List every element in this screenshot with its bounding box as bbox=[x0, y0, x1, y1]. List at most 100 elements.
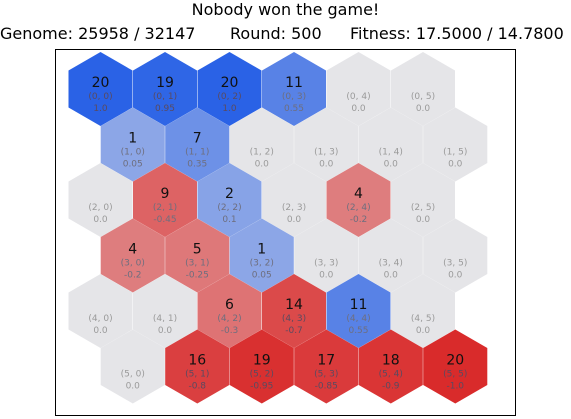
hex-value: 0.0 bbox=[158, 326, 173, 336]
hex-coord: (1, 0) bbox=[121, 148, 145, 158]
hex-tile bbox=[197, 52, 262, 126]
hex-tile bbox=[294, 218, 359, 293]
hex-tile bbox=[229, 218, 294, 293]
hex-count: 19 bbox=[156, 75, 174, 91]
game-result-title: Nobody won the game! bbox=[191, 0, 380, 19]
hex-value: -0.95 bbox=[250, 382, 273, 392]
hex-count: 20 bbox=[92, 75, 110, 91]
hex-cell: 17(5, 3) -0.85 bbox=[294, 329, 359, 404]
hex-count: 4 bbox=[354, 186, 363, 202]
hex-value: 1.0 bbox=[222, 104, 237, 114]
hex-count: 19 bbox=[253, 353, 271, 369]
hex-tile bbox=[100, 218, 165, 293]
hex-value: 0.0 bbox=[384, 160, 399, 170]
hex-value: 1.0 bbox=[93, 104, 108, 114]
hex-tile bbox=[100, 329, 165, 404]
hex-tile bbox=[358, 218, 423, 293]
hex-value: 0.05 bbox=[123, 160, 143, 170]
hex-tile bbox=[68, 52, 133, 126]
hex-coord: (3, 0) bbox=[121, 259, 145, 269]
hex-cell: (4, 1) 0.0 bbox=[133, 274, 197, 348]
hex-tile bbox=[165, 107, 230, 182]
hex-cell: 20(5, 5) -1.0 bbox=[423, 329, 488, 404]
hex-cell: (2, 3) 0.0 bbox=[262, 163, 326, 237]
hex-value: -0.7 bbox=[285, 326, 303, 336]
hex-value: 0.0 bbox=[384, 271, 399, 281]
hex-tile bbox=[294, 107, 359, 182]
hex-count: 11 bbox=[350, 297, 368, 313]
hex-cell: 20(0, 2) 1.0 bbox=[197, 52, 262, 126]
hex-coord: (4, 3) bbox=[282, 314, 306, 324]
hex-value: 0.0 bbox=[448, 160, 463, 170]
hex-coord: (0, 0) bbox=[88, 92, 112, 102]
hex-tile bbox=[100, 107, 165, 182]
hex-cell: 20(0, 0) 1.0 bbox=[68, 52, 133, 126]
hex-value: 0.55 bbox=[348, 326, 368, 336]
fitness-label: Fitness: 17.5000 / 14.7800 bbox=[350, 24, 564, 43]
hex-coord: (1, 1) bbox=[185, 148, 209, 158]
hex-value: -0.3 bbox=[221, 326, 239, 336]
hex-cell: (3, 3) 0.0 bbox=[294, 218, 359, 293]
hex-tile bbox=[68, 163, 133, 237]
hex-coord: (2, 3) bbox=[282, 203, 306, 213]
hex-coord: (3, 1) bbox=[185, 259, 209, 269]
hex-cell: (0, 4) 0.0 bbox=[326, 52, 391, 126]
hex-value: 0.0 bbox=[287, 215, 302, 225]
hex-coord: (1, 2) bbox=[250, 148, 274, 158]
hex-cell: 1(1, 0) 0.05 bbox=[100, 107, 165, 182]
hex-value: 0.0 bbox=[126, 382, 141, 392]
hex-coord: (0, 4) bbox=[346, 92, 370, 102]
hex-value: -0.8 bbox=[188, 382, 206, 392]
hex-coord: (1, 5) bbox=[443, 148, 467, 158]
hex-count: 7 bbox=[193, 131, 202, 147]
hex-cell: (1, 5) 0.0 bbox=[423, 107, 488, 182]
hex-cell: (2, 5) 0.0 bbox=[391, 163, 455, 237]
hex-count: 1 bbox=[128, 131, 137, 147]
hex-coord: (4, 5) bbox=[411, 314, 435, 324]
hex-coord: (5, 0) bbox=[121, 370, 145, 380]
hex-coord: (2, 1) bbox=[153, 203, 177, 213]
hex-coord: (0, 3) bbox=[282, 92, 306, 102]
hex-value: -0.2 bbox=[350, 215, 368, 225]
hex-value: 0.0 bbox=[93, 326, 108, 336]
hex-tile bbox=[262, 163, 326, 237]
hex-cell: (4, 0) 0.0 bbox=[68, 274, 133, 348]
hex-value: 0.0 bbox=[319, 160, 334, 170]
hex-coord: (5, 5) bbox=[443, 370, 467, 380]
hex-value: 0.95 bbox=[155, 104, 175, 114]
hex-coord: (4, 0) bbox=[88, 314, 112, 324]
hex-tile bbox=[423, 329, 488, 404]
hex-coord: (2, 0) bbox=[88, 203, 112, 213]
hex-tile bbox=[326, 52, 391, 126]
hex-value: 0.0 bbox=[351, 104, 366, 114]
stats-line: Genome: 25958 / 32147 Round: 500 Fitness… bbox=[0, 24, 571, 44]
hex-cell: 2(2, 2) 0.1 bbox=[197, 163, 262, 237]
hex-cell: (2, 0) 0.0 bbox=[68, 163, 133, 237]
hex-tile bbox=[197, 274, 262, 348]
hex-coord: (1, 4) bbox=[379, 148, 403, 158]
hex-cell: 19(0, 1) 0.95 bbox=[133, 52, 197, 126]
hex-tile bbox=[197, 163, 262, 237]
hex-tile bbox=[326, 274, 391, 348]
hex-count: 17 bbox=[317, 353, 335, 369]
hex-coord: (4, 1) bbox=[153, 314, 177, 324]
hex-cell: 4(3, 0) -0.2 bbox=[100, 218, 165, 293]
hex-tile bbox=[358, 107, 423, 182]
hex-coord: (5, 2) bbox=[250, 370, 274, 380]
hex-tile bbox=[68, 274, 133, 348]
hex-count: 6 bbox=[225, 297, 234, 313]
hex-coord: (3, 4) bbox=[379, 259, 403, 269]
hex-value: -0.45 bbox=[153, 215, 176, 225]
hex-cell: 19(5, 2) -0.95 bbox=[229, 329, 294, 404]
hex-tile bbox=[133, 163, 197, 237]
hex-cell: (5, 0) 0.0 bbox=[100, 329, 165, 404]
hex-tile bbox=[423, 107, 488, 182]
hex-count: 16 bbox=[188, 353, 206, 369]
hex-coord: (2, 5) bbox=[411, 203, 435, 213]
hex-cell: 16(5, 1) -0.8 bbox=[165, 329, 230, 404]
hex-count: 14 bbox=[285, 297, 303, 313]
hex-coord: (4, 2) bbox=[217, 314, 241, 324]
hex-count: 9 bbox=[161, 186, 170, 202]
hex-coord: (5, 4) bbox=[379, 370, 403, 380]
hex-cell: 9(2, 1) -0.45 bbox=[133, 163, 197, 237]
